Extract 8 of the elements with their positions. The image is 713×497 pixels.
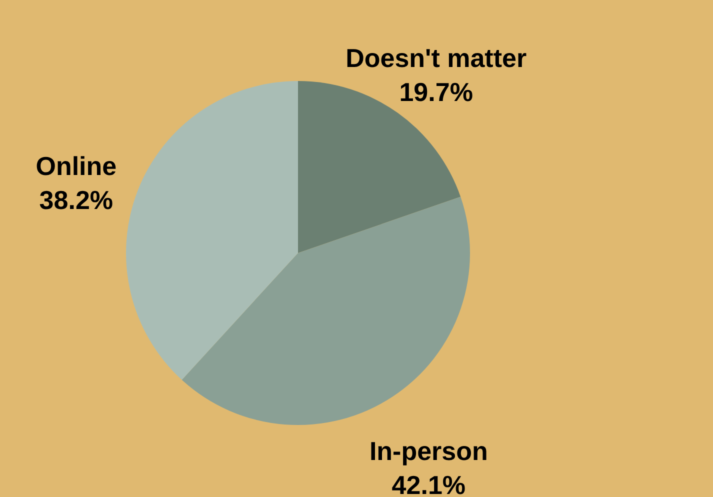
data-label: 42.1% [392,470,466,497]
data-label: 19.7% [399,77,473,108]
slice-label: In-person [369,436,488,466]
pie-slice [126,81,298,380]
pie-slice [182,196,470,425]
data-label: 38.2% [39,184,114,215]
slice-label: Doesn't matter [346,43,527,74]
slice-label: Online [36,150,117,181]
